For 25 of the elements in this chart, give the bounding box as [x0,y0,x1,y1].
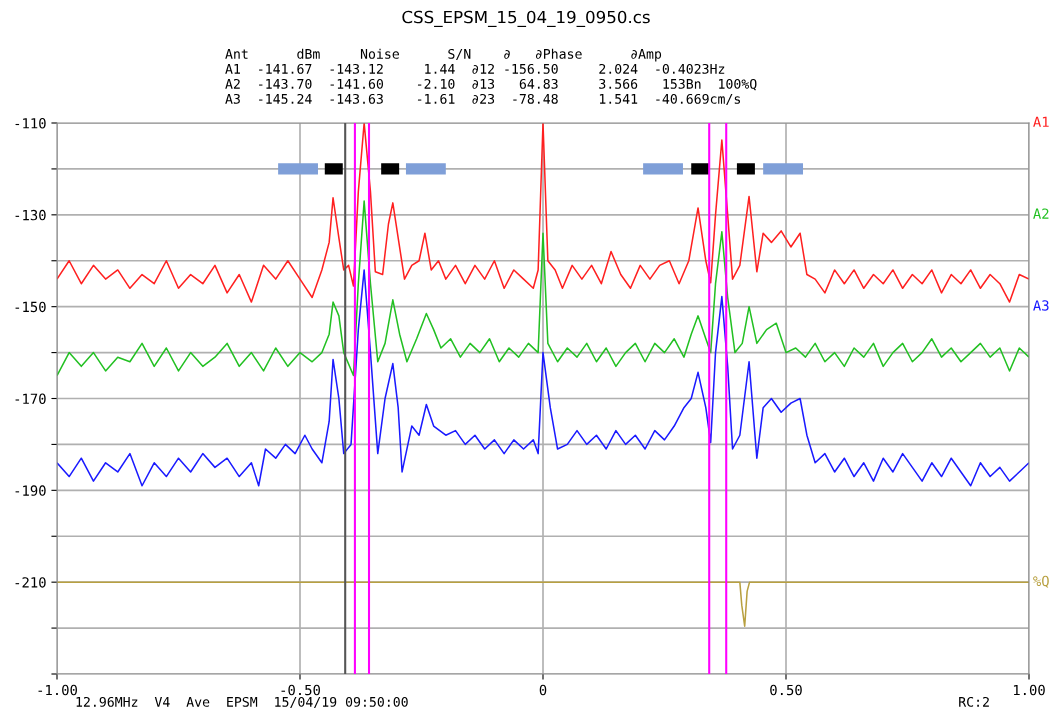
text: A3 [1033,300,1049,311]
x-tick-label: 0 [539,684,547,696]
y-tick-label: -190 [15,485,46,496]
text: 12.96MHz V4 Ave EPSM 15/04/19 09:50:00 [76,696,408,708]
y-tick-label: -170 [15,393,46,405]
text: A1 [1033,116,1049,127]
line-series [57,581,1029,628]
y-tick-label: -210 [15,577,46,588]
series-label: %Q [1033,575,1049,588]
line-series [57,269,1029,487]
chart-title: CSS_EPSM_15_04_19_0950.cs [402,10,650,28]
x-tick-label: -1.00 [38,684,77,696]
text: A3 -145.24 -143.63 -1.61 ∂23 -78.48 1.541 -40.669cm/s [225,93,741,105]
text: RC:2 [959,696,989,707]
text: A2 [1033,208,1049,219]
x-tick-label: 1.00 [1013,684,1045,696]
text: Ant dBm Noise S/N ∂ ∂Phase ∂Amp [225,48,662,62]
text: A1 -141.67 -143.12 1.44 ∂12 -156.50 2.024 -0.4023Hz [225,63,725,74]
text: A2 -143.70 -141.60 -2.10 ∂13 64.83 3.566 153Bn 100%Q [225,78,757,91]
line-series [57,200,1029,377]
x-tick-label: -0.50 [281,684,320,696]
x-tick-label: 0.50 [770,684,802,696]
y-tick-label: -130 [15,209,46,221]
y-tick-label: -110 [15,118,46,129]
y-tick-label: -150 [15,301,46,313]
